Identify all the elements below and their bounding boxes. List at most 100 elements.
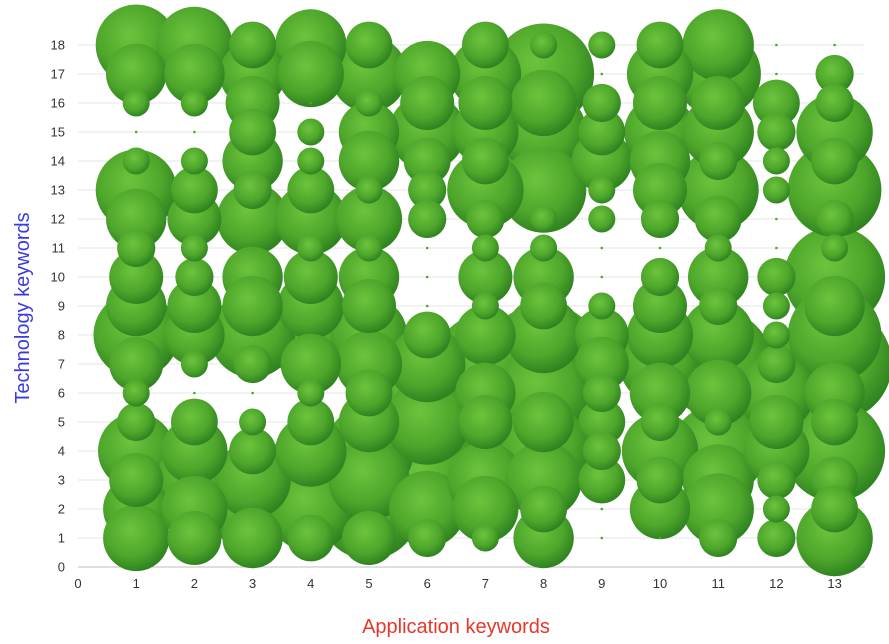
bubble-x7-y8 [455,304,516,366]
x-tick-label: 13 [827,576,841,591]
x-tick-label: 1 [133,576,140,591]
bubble-x7-y2 [452,475,519,543]
bubble-x8-y18 [530,31,558,59]
bubble-x9-y7 [574,337,629,391]
bubble-x10-y6 [629,362,691,424]
bubble-x2-y1 [167,511,222,565]
x-tick-label: 8 [540,576,547,591]
y-tick-label: 3 [58,473,65,488]
bubble-x12-y9 [762,292,790,320]
y-tick-label: 0 [58,560,65,575]
bubble-x9-y11 [600,246,604,250]
bubble-x3-y9 [222,275,283,337]
y-tick-label: 16 [51,96,65,111]
bubble-x13-y12 [815,199,854,239]
bubble-x4-y16 [309,101,313,105]
bubble-x11-y16 [691,76,746,130]
bubble-x6-y12 [408,199,447,239]
bubble-x3-y5 [239,408,267,436]
bubble-x10-y9 [633,279,687,333]
bubble-x8-y9 [520,282,567,330]
bubble-x11-y18 [682,9,754,81]
bubble-x5-y6 [345,369,393,417]
bubble-x10-y11 [658,246,662,250]
bubble-x4-y14 [297,147,325,175]
x-tick-label: 0 [74,576,81,591]
bubble-x4-y13 [287,166,335,214]
y-tick-label: 7 [58,357,65,372]
bubble-x12-y10 [757,257,796,297]
bubble-x13-y17 [815,54,854,94]
bubble-x13-y14 [811,137,858,185]
bubble-x8-y13 [500,147,587,233]
bubble-x5-y16 [355,89,383,117]
bubble-x5-y1 [342,511,396,565]
bubble-x3-y6 [251,391,254,395]
bubble-x6-y10 [425,275,429,279]
bubble-x10-y1 [658,536,662,540]
bubble-x12-y18 [775,43,778,47]
bubble-x12-y1 [757,518,796,558]
bubble-x2-y17 [164,43,225,105]
bubble-x9-y5 [578,398,626,446]
bubble-x4-y1 [287,514,335,562]
y-tick-label: 2 [58,502,65,517]
bubble-x10-y3 [636,456,684,504]
bubble-x1-y14 [122,147,150,175]
bubble-x7-y16 [458,76,513,130]
bubble-x6-y14 [403,137,451,185]
x-tick-label: 3 [249,576,256,591]
bubble-x13-y9 [804,275,865,337]
bubble-x12-y13 [762,176,790,204]
bubble-x10-y18 [636,21,684,69]
bubble-x7-y5 [458,395,513,449]
bubble-x6-y13 [408,170,447,210]
bubble-x6-y5 [384,379,470,465]
bubble-x9-y16 [582,83,621,123]
bubble-x8-y2 [520,485,567,533]
bubble-x2-y6 [193,391,196,395]
bubble-x2-y10 [175,257,214,297]
bubble-x11-y2 [682,473,754,545]
bubble-x1-y11 [117,228,156,268]
x-tick-label: 9 [598,576,605,591]
bubble-x11-y6 [685,359,752,427]
bubble-x3-y11 [251,246,254,250]
bubble-x13-y4 [784,400,886,502]
bubble-x6-y2 [389,470,466,548]
y-tick-label: 5 [58,415,65,430]
bubble-x8-y11 [530,234,558,262]
bubble-x10-y13 [633,163,687,217]
x-tick-label: 4 [307,576,314,591]
x-tick-label: 7 [482,576,489,591]
y-tick-label: 4 [58,444,65,459]
bubble-x5-y14 [338,130,400,192]
y-tick-label: 9 [58,299,65,314]
bubble-x2-y15 [193,130,196,134]
bubble-x7-y18 [462,21,509,69]
bubble-x2-y14 [180,147,208,175]
bubble-x7-y1 [471,524,499,552]
bubble-x11-y9 [699,286,738,326]
bubble-x13-y16 [815,83,854,123]
bubble-x12-y12 [775,217,778,221]
bubble-x3-y18 [229,21,276,69]
bubble-x1-y17 [106,43,167,105]
bubble-x1-y7 [109,337,164,391]
bubble-x11-y5 [704,408,732,436]
bubble-x13-y2 [811,485,858,533]
bubble-x10-y16 [633,76,687,130]
bubble-x6-y9 [425,304,429,308]
bubble-x11-y14 [699,141,738,181]
bubble-x9-y10 [600,275,604,279]
bubble-x9-y3 [578,456,626,504]
bubble-x4-y7 [280,333,341,395]
bubble-x9-y18 [588,31,616,59]
y-tick-label: 8 [58,328,65,343]
bubble-x11-y10 [688,246,749,308]
bubble-x12-y11 [775,246,778,250]
y-tick-label: 13 [51,183,65,198]
x-tick-label: 6 [424,576,431,591]
y-tick-label: 11 [52,241,66,256]
